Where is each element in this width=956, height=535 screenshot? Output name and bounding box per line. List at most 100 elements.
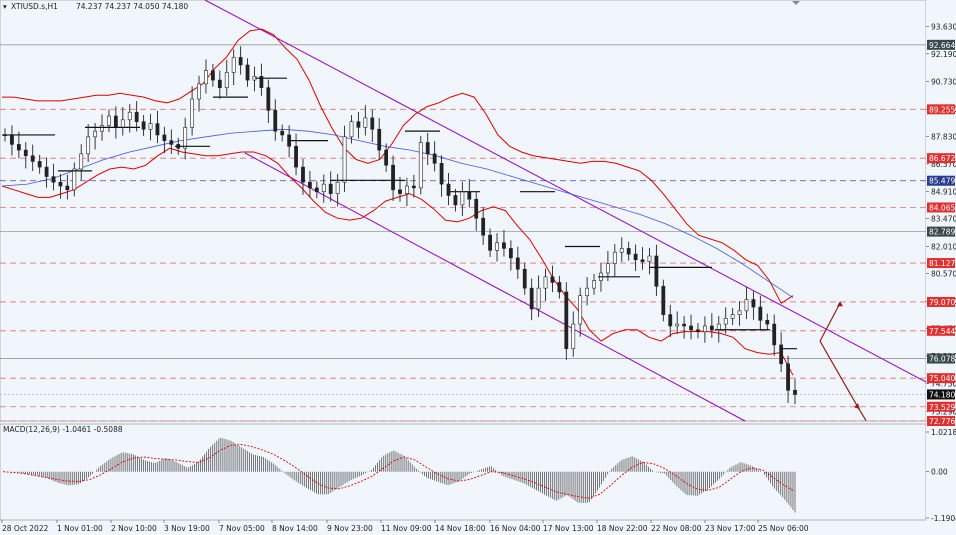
candle-body	[460, 191, 465, 206]
candle-body	[10, 134, 14, 145]
price-tag-label: 84.065	[929, 203, 955, 212]
x-tick-label: 8 Nov 14:00	[272, 524, 318, 533]
candle-body	[308, 181, 312, 189]
x-tick-label: 7 Nov 05:00	[219, 524, 265, 533]
candle-body	[772, 323, 777, 346]
candle-body	[730, 314, 735, 319]
scroll-marker-icon[interactable]	[792, 1, 800, 5]
price-tag-label: 89.255	[929, 105, 955, 114]
candle-body	[328, 183, 333, 194]
macd-tick-label: -1.1904	[931, 514, 956, 523]
candle-body	[640, 259, 645, 262]
candle-body	[550, 276, 555, 283]
candle-body	[633, 253, 638, 261]
candle-body	[391, 164, 395, 191]
candle-body	[605, 263, 610, 274]
candle-body	[183, 127, 188, 149]
y-tick-label: 93.630	[931, 23, 956, 32]
candle-body	[689, 325, 693, 331]
macd-axis-ticks: 1.0218 0.00 -1.1904	[926, 428, 956, 523]
candle-body	[273, 110, 278, 132]
y-tick-label: 83.470	[931, 215, 956, 224]
x-tick-label: 23 Nov 17:00	[705, 524, 756, 533]
candle-body	[578, 295, 583, 325]
hdr-arrow-icon: ▾	[3, 2, 7, 11]
candle-body	[723, 318, 728, 325]
candle-body	[134, 111, 139, 123]
candle-body	[266, 87, 271, 111]
candle-body	[703, 325, 707, 332]
candle-body	[16, 144, 21, 151]
candle-body	[751, 299, 756, 308]
candle-body	[204, 70, 208, 85]
candle-body	[696, 329, 700, 332]
price-tag-box	[927, 401, 955, 412]
price-tag-box	[927, 416, 955, 426]
candle-body	[432, 153, 437, 164]
candle-body	[190, 98, 195, 128]
price-tag-label: 77.544	[929, 327, 955, 336]
candle-body	[481, 217, 486, 236]
candle-body	[647, 255, 652, 262]
candle-body	[453, 195, 458, 206]
price-tag-box	[927, 296, 955, 307]
candle-body	[439, 163, 444, 185]
price-tag-label: 81.127	[929, 259, 955, 268]
x-tick-label: 28 Oct 2022	[2, 524, 49, 533]
level-lines	[0, 44, 926, 422]
candle-body	[418, 142, 423, 189]
candle-body	[661, 285, 666, 315]
candle-body	[155, 123, 160, 136]
arrow-up-line	[819, 302, 841, 342]
candle-body	[127, 111, 132, 121]
candle-body	[474, 198, 479, 219]
trend-channel[interactable]	[204, 0, 927, 422]
candle-body	[425, 142, 430, 155]
symbol-label: XTIUSD.s,H1	[11, 2, 58, 11]
price-tag-label: 73.529	[929, 403, 955, 412]
candle-body	[495, 242, 499, 251]
y-tick-label: 82.010	[931, 242, 956, 251]
bollinger-upper	[2, 28, 794, 305]
candle-body	[779, 344, 784, 365]
y-tick-label: 90.730	[931, 77, 956, 86]
candle-body	[120, 119, 125, 128]
ohlc-readout: 74.237 74.237 74.050 74.180	[76, 2, 188, 11]
candle-body	[467, 191, 472, 200]
candle-body	[377, 128, 382, 151]
candle-body	[294, 145, 298, 168]
y-tick-label: 86.370	[931, 160, 956, 169]
y-tick-label: 74.750	[931, 380, 956, 389]
price-candles	[3, 46, 797, 405]
candle-body	[72, 168, 77, 191]
candle-body	[536, 287, 541, 310]
candle-body	[502, 242, 506, 249]
candle-body	[619, 248, 624, 253]
candle-body	[231, 57, 236, 73]
y-tick-label: 87.830	[931, 132, 956, 141]
forecast-arrows[interactable]	[819, 301, 867, 421]
candle-body	[58, 181, 63, 187]
candle-body	[786, 363, 790, 391]
price-tags: 92.664 89.255 86.672 85.479 84.065 82.789 81.1…	[927, 39, 955, 426]
black-horizontal-levels[interactable]	[2, 77, 797, 350]
candle-body	[515, 257, 520, 270]
price-tag-label: 92.664	[929, 41, 955, 50]
price-tag-box	[927, 202, 955, 213]
candle-body	[65, 185, 70, 191]
price-tag-label: 85.479	[929, 177, 955, 186]
candle-body	[44, 166, 49, 177]
candle-body	[522, 268, 527, 289]
candle-body	[758, 306, 763, 321]
candle-body	[342, 136, 347, 183]
moving-average-line	[1, 128, 794, 298]
y-tick-label: 92.190	[931, 50, 956, 59]
candle-body	[446, 183, 451, 196]
main-pane[interactable]	[0, 0, 927, 422]
bollinger-lower	[1, 147, 794, 376]
candle-body	[585, 287, 590, 297]
x-tick-label: 2 Nov 10:00	[111, 524, 157, 533]
macd-signal-path	[2, 444, 796, 499]
